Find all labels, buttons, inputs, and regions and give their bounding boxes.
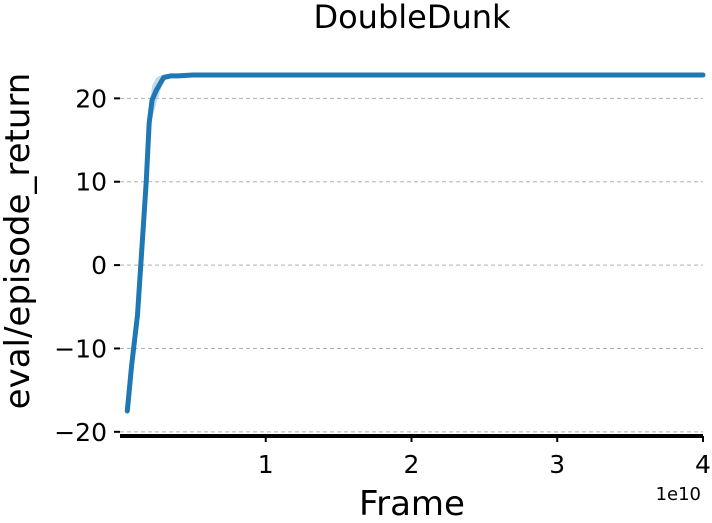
y-tick-label-2: 0 [91,251,107,280]
x-offset-label: 1e10 [656,484,701,505]
y-axis-label: eval/episode_return [0,73,38,410]
x-axis-label: Frame [359,484,465,523]
x-tick-label-1: 2 [404,450,420,479]
y-ticks: −20 −10 0 10 20 [54,84,120,447]
x-tick-label-0: 1 [258,450,274,479]
y-tick-label-1: −10 [54,334,107,363]
y-tick-label-0: −20 [54,418,107,447]
series-line-group [124,72,706,414]
series-line [124,72,706,414]
x-ticks: 1 2 3 4 [258,436,711,479]
chart-title: DoubleDunk [313,0,511,36]
y-tick-label-3: 10 [75,168,107,197]
x-tick-label-3: 4 [695,450,711,479]
x-tick-label-2: 3 [549,450,565,479]
series-band [127,73,704,411]
y-tick-label-4: 20 [75,84,107,113]
confidence-band [127,73,704,411]
gridlines [120,97,703,433]
